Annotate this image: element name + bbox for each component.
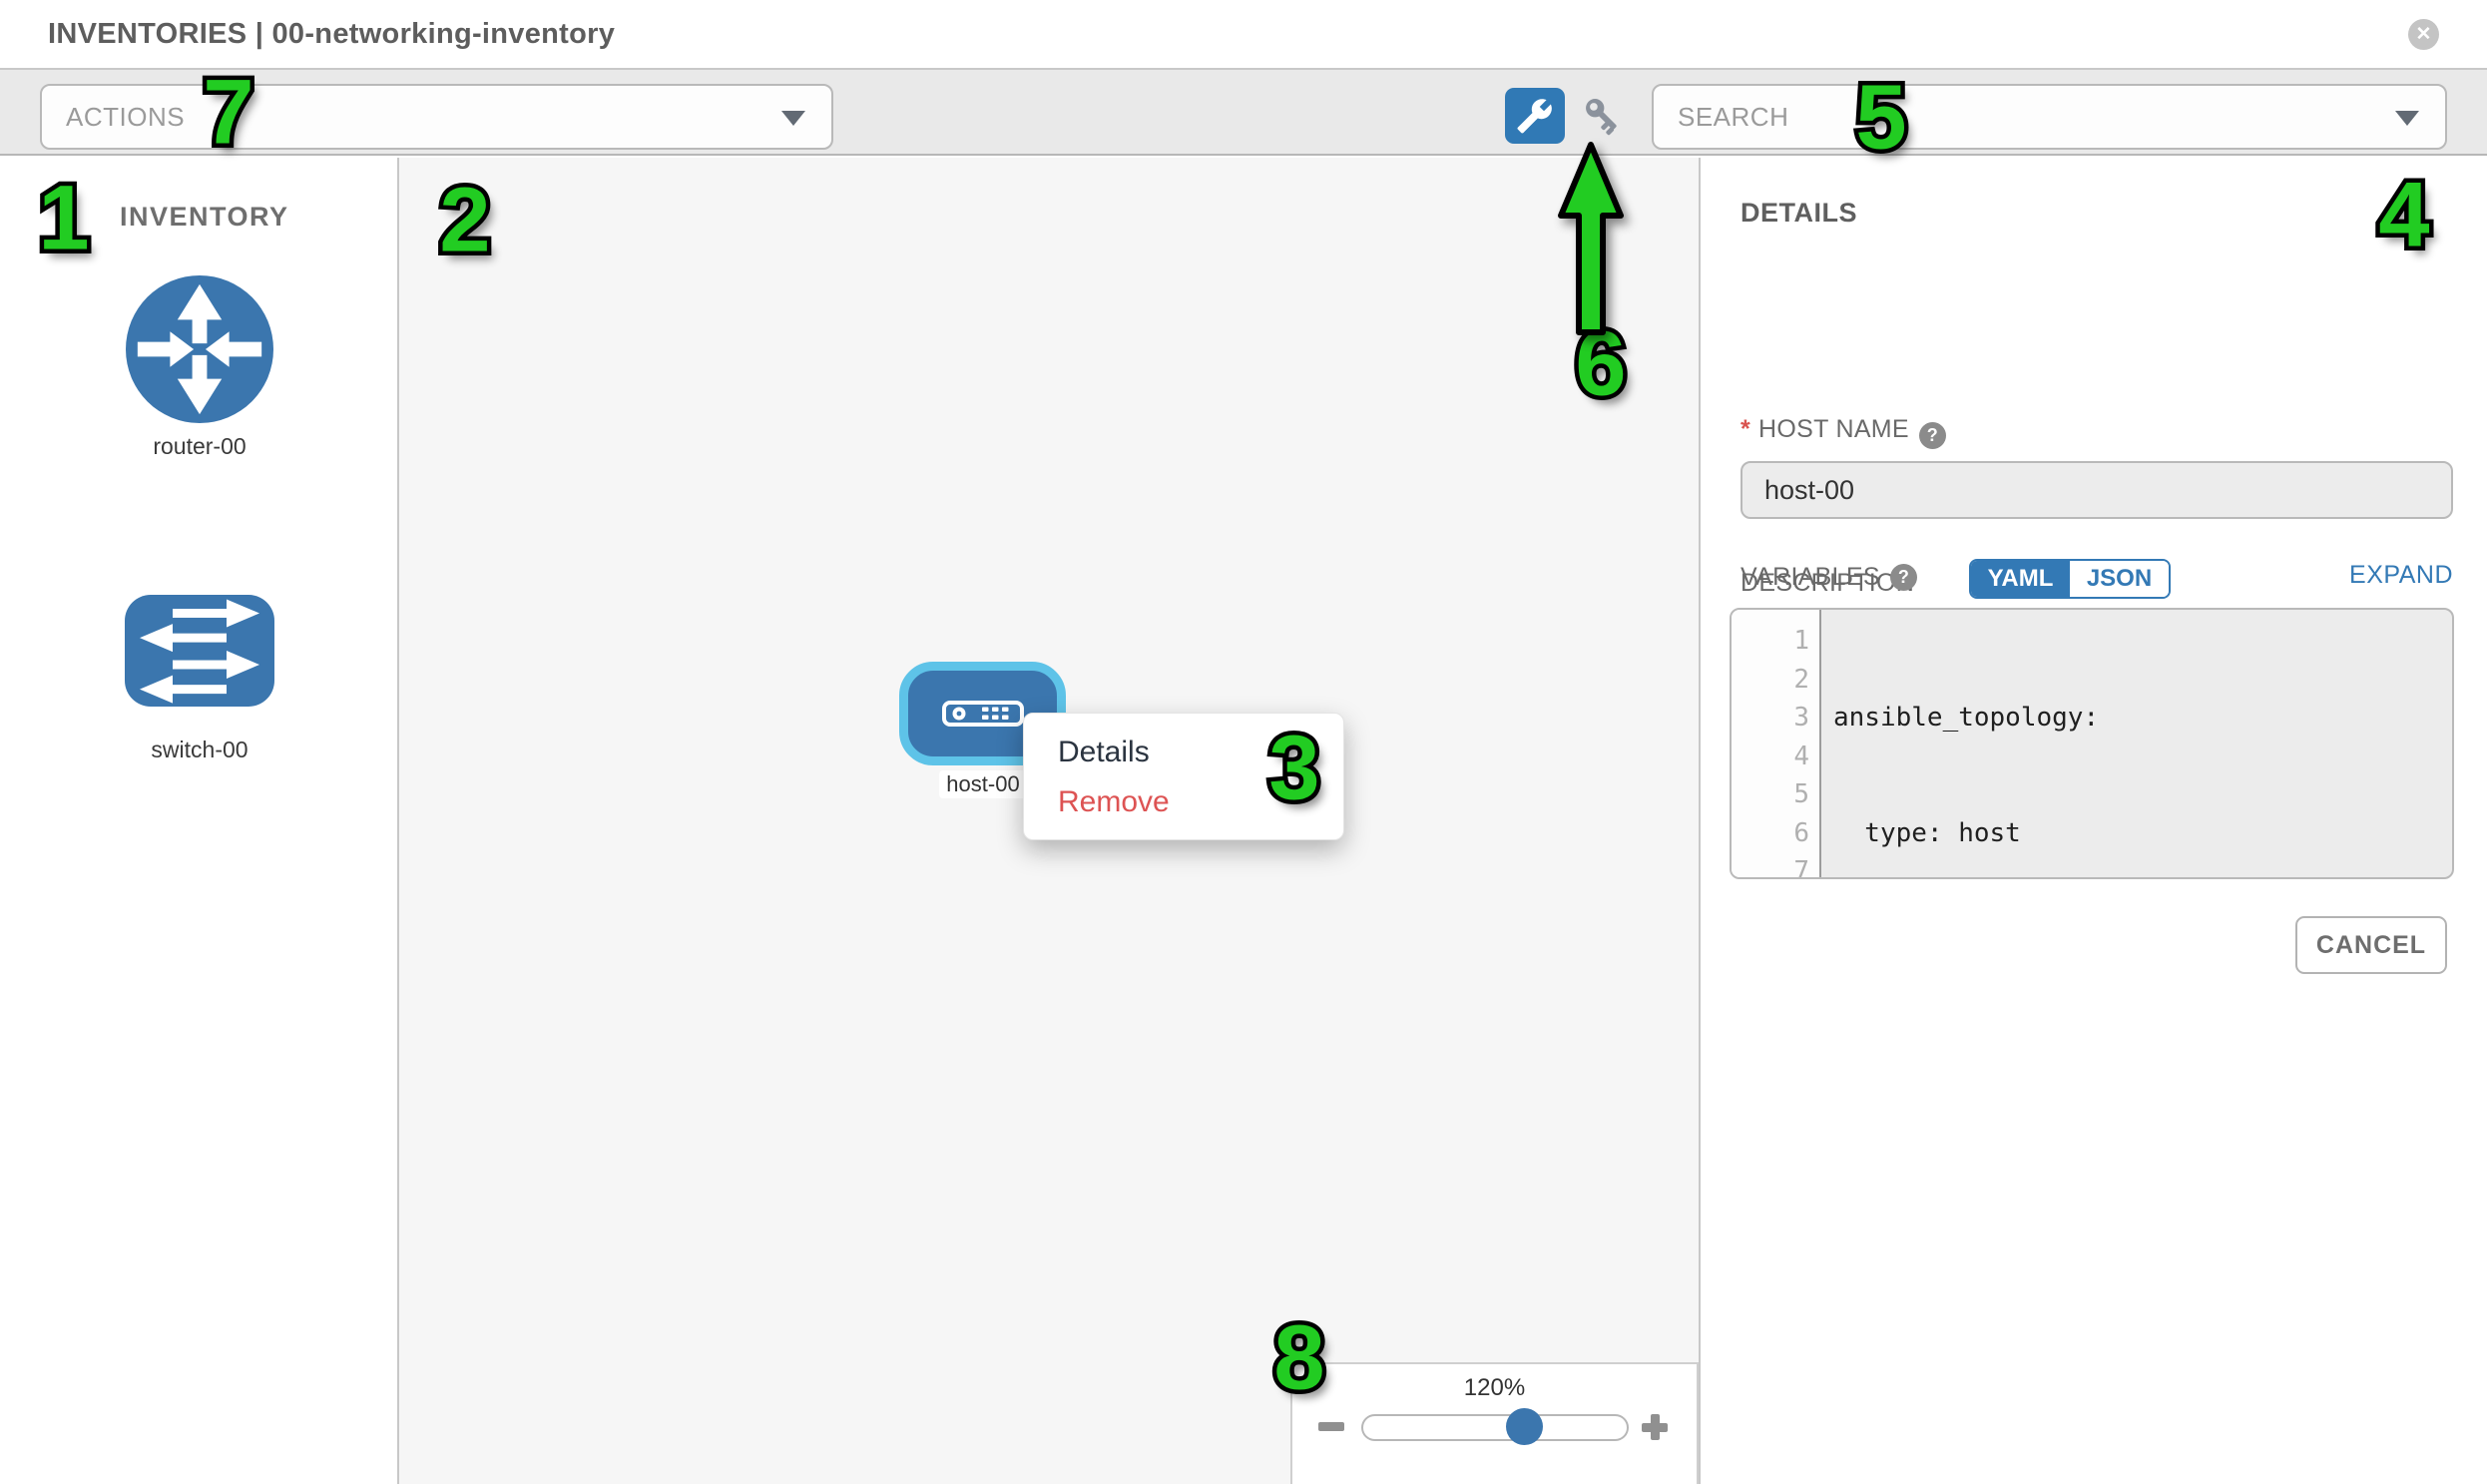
variables-label: VARIABLES <box>1741 557 1880 597</box>
zoom-level-value: 120% <box>1292 1374 1697 1402</box>
zoom-control-panel: 120% <box>1290 1362 1699 1484</box>
chevron-down-icon <box>2395 111 2419 126</box>
actions-dropdown[interactable]: ACTIONS <box>40 84 833 150</box>
device-label-router: router-00 <box>0 433 399 460</box>
help-icon[interactable]: ? <box>1890 564 1917 591</box>
variables-format-toggle: YAML JSON <box>1969 559 2171 599</box>
sidebar-item-switch[interactable] <box>125 595 274 707</box>
context-menu-item-details[interactable]: Details <box>1024 728 1343 777</box>
app-header: INVENTORIES | 00-networking-inventory ✕ <box>0 0 2487 70</box>
cancel-button[interactable]: CANCEL <box>2295 916 2447 974</box>
sidebar-item-router[interactable] <box>126 275 273 423</box>
zoom-slider-knob[interactable] <box>1506 1408 1543 1445</box>
details-panel: DETAILS *HOST NAME? host-00 DESCRIPTION … <box>1701 158 2487 1484</box>
details-title: DETAILS <box>1741 198 1857 229</box>
required-asterisk: * <box>1741 415 1750 443</box>
page-title: INVENTORIES | 00-networking-inventory <box>48 0 615 68</box>
topology-canvas[interactable]: host-00 Details Remove 120% <box>399 158 1701 1484</box>
host-name-input[interactable]: host-00 <box>1741 461 2453 519</box>
editor-code: ansible_topology: type: host name: host-… <box>1821 610 2380 877</box>
zoom-in-button[interactable] <box>1642 1414 1668 1440</box>
zoom-slider[interactable] <box>1361 1414 1629 1441</box>
context-menu-item-remove[interactable]: Remove <box>1024 777 1343 827</box>
help-icon[interactable]: ? <box>1919 422 1946 449</box>
editor-line-numbers: 1 2 3 4 5 6 7 <box>1732 610 1821 877</box>
inventory-topology-screen: INVENTORIES | 00-networking-inventory ✕ … <box>0 0 2487 1484</box>
toolbar: ACTIONS <box>0 70 2487 156</box>
expand-link[interactable]: EXPAND <box>2349 561 2453 590</box>
switch-icon <box>125 694 274 711</box>
actions-dropdown-label: ACTIONS <box>66 86 185 148</box>
zoom-out-button[interactable] <box>1318 1422 1344 1431</box>
variables-row: VARIABLES ? YAML JSON EXPAND <box>1741 557 2453 599</box>
wrench-button[interactable] <box>1505 88 1565 144</box>
sidebar-title: INVENTORY <box>120 202 289 233</box>
host-node-label: host-00 <box>939 770 1027 798</box>
search-dropdown-label: SEARCH <box>1678 86 1788 148</box>
inventory-sidebar: INVENTORY router-00 <box>0 158 399 1484</box>
chevron-down-icon <box>781 111 805 126</box>
variables-code-editor[interactable]: 1 2 3 4 5 6 7 ansible_topology: type: ho… <box>1730 608 2454 879</box>
tab-yaml[interactable]: YAML <box>1971 561 2070 597</box>
key-icon[interactable] <box>1580 94 1626 138</box>
router-icon <box>126 410 273 427</box>
tab-json[interactable]: JSON <box>2070 561 2169 597</box>
context-menu: Details Remove <box>1023 713 1344 840</box>
device-label-switch: switch-00 <box>0 737 399 763</box>
search-dropdown[interactable]: SEARCH <box>1652 84 2447 150</box>
close-icon[interactable]: ✕ <box>2408 19 2439 50</box>
host-name-label: *HOST NAME? <box>1741 415 1946 449</box>
